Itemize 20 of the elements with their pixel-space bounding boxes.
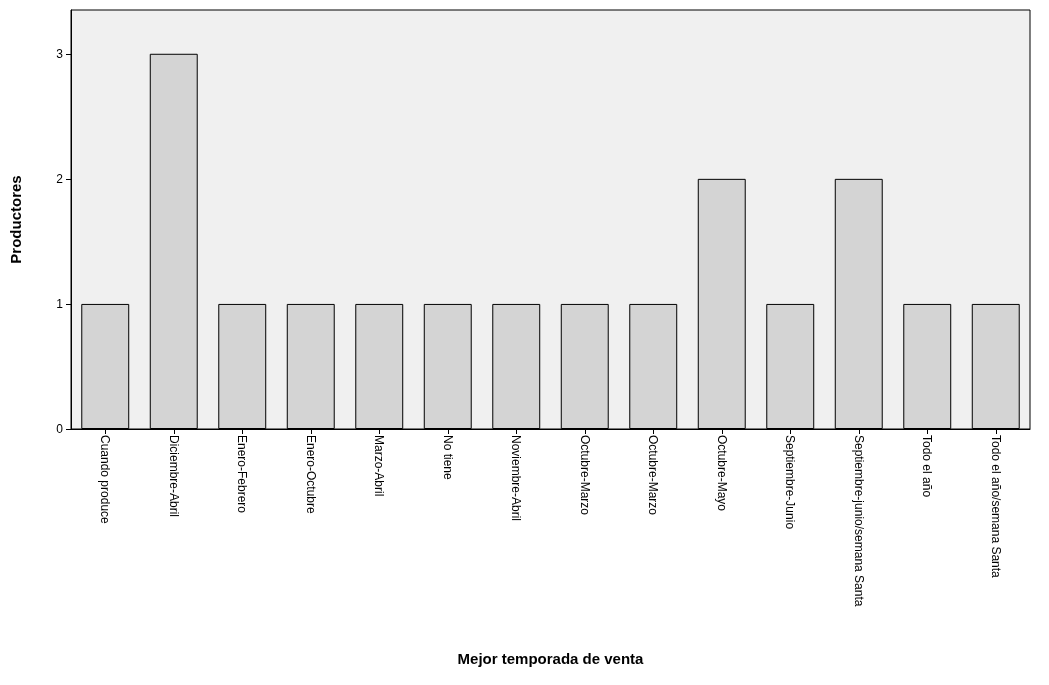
y-tick-label: 1 — [56, 296, 64, 311]
x-tick-label: Noviembre-Abril — [509, 435, 524, 522]
x-tick-label: Septiembre-Junio — [783, 435, 798, 530]
x-tick-label: Enero-Febrero — [235, 435, 250, 514]
x-tick-label: Enero-Octubre — [303, 435, 318, 515]
x-tick-label: Todo el año — [920, 435, 935, 498]
x-tick-label: Octubre-Marzo — [577, 435, 592, 516]
x-tick-label: Octubre-Mayo — [714, 435, 729, 512]
y-tick-label: 3 — [56, 46, 64, 61]
y-axis-title: Productores — [7, 175, 24, 264]
y-tick-label: 0 — [56, 422, 64, 436]
x-tick-label: Marzo-Abril — [372, 435, 387, 497]
y-tick-label: 2 — [56, 171, 64, 186]
x-tick-label: No tiene — [440, 435, 455, 481]
x-tick-label: Cuando produce — [98, 435, 113, 525]
x-tick-label: Diciembre-Abril — [166, 435, 181, 518]
x-tick-label: Todo el año/semana Santa — [988, 435, 1003, 579]
x-tick-label: Septiembre-junio/semana Santa — [851, 435, 866, 607]
x-tick-label: Octubre-Marzo — [646, 435, 661, 516]
x-axis-title: Mejor temporada de venta — [457, 650, 645, 667]
